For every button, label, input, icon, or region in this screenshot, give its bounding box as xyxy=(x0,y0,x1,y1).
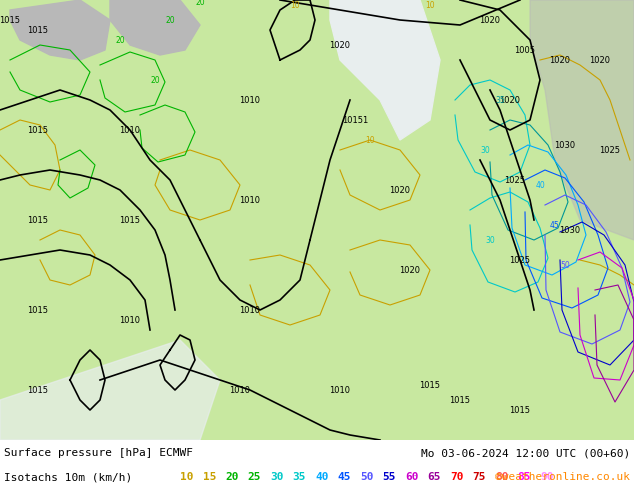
Text: 10: 10 xyxy=(425,0,435,9)
Text: 1015: 1015 xyxy=(420,381,441,390)
Polygon shape xyxy=(10,0,110,60)
Text: 35: 35 xyxy=(292,472,306,482)
Text: 1030: 1030 xyxy=(559,225,581,235)
Text: 30: 30 xyxy=(270,472,283,482)
Polygon shape xyxy=(330,0,440,140)
Text: 75: 75 xyxy=(472,472,486,482)
Text: 20: 20 xyxy=(195,0,205,6)
Text: 1020: 1020 xyxy=(399,266,420,274)
Text: 10: 10 xyxy=(180,472,193,482)
Text: 1015: 1015 xyxy=(27,25,48,34)
Text: 1015: 1015 xyxy=(27,305,48,315)
Text: 1015: 1015 xyxy=(119,216,141,224)
Text: 1025: 1025 xyxy=(510,255,531,265)
Text: 20: 20 xyxy=(115,35,125,45)
Text: 55: 55 xyxy=(382,472,396,482)
Text: 45: 45 xyxy=(337,472,351,482)
Text: 90: 90 xyxy=(540,472,553,482)
Text: 1025: 1025 xyxy=(505,175,526,185)
Text: 20: 20 xyxy=(225,472,238,482)
Text: 1010: 1010 xyxy=(240,196,261,204)
Text: 1015: 1015 xyxy=(0,16,20,24)
Text: 1020: 1020 xyxy=(330,41,351,49)
Text: Mo 03-06-2024 12:00 UTC (00+60): Mo 03-06-2024 12:00 UTC (00+60) xyxy=(421,448,630,458)
Text: Surface pressure [hPa] ECMWF: Surface pressure [hPa] ECMWF xyxy=(4,448,193,458)
Text: 35: 35 xyxy=(495,96,505,104)
Text: 40: 40 xyxy=(315,472,328,482)
Text: 85: 85 xyxy=(517,472,531,482)
Text: 40: 40 xyxy=(535,180,545,190)
Text: 50: 50 xyxy=(360,472,373,482)
Polygon shape xyxy=(0,340,220,440)
Text: 30: 30 xyxy=(480,146,490,154)
Text: ©weatheronline.co.uk: ©weatheronline.co.uk xyxy=(495,472,630,482)
Text: 1010: 1010 xyxy=(240,96,261,104)
Text: 1020: 1020 xyxy=(389,186,410,195)
Text: 1010: 1010 xyxy=(240,305,261,315)
Polygon shape xyxy=(530,0,634,240)
Text: 1015: 1015 xyxy=(27,216,48,224)
Text: 70: 70 xyxy=(450,472,463,482)
Text: 20: 20 xyxy=(150,75,160,84)
Text: 80: 80 xyxy=(495,472,508,482)
Text: 10: 10 xyxy=(365,136,375,145)
Polygon shape xyxy=(110,0,200,55)
Text: 1005: 1005 xyxy=(515,46,536,54)
Text: 50: 50 xyxy=(560,261,570,270)
Text: 1015: 1015 xyxy=(450,395,470,405)
Text: 65: 65 xyxy=(427,472,441,482)
Text: 1010: 1010 xyxy=(119,125,141,134)
Text: 1015: 1015 xyxy=(27,386,48,394)
Text: 1025: 1025 xyxy=(600,146,621,154)
Text: Isotachs 10m (km/h): Isotachs 10m (km/h) xyxy=(4,472,133,482)
Text: 1020: 1020 xyxy=(590,55,611,65)
Text: 1010: 1010 xyxy=(119,316,141,324)
Text: 1020: 1020 xyxy=(479,16,500,24)
Text: 1020: 1020 xyxy=(500,96,521,104)
Text: 1015: 1015 xyxy=(27,125,48,134)
Text: 45: 45 xyxy=(550,220,560,229)
Text: 20: 20 xyxy=(165,16,175,24)
Text: 30: 30 xyxy=(485,236,495,245)
Text: 60: 60 xyxy=(405,472,418,482)
Text: 1030: 1030 xyxy=(555,141,576,149)
Text: 15: 15 xyxy=(202,472,216,482)
Text: 1010: 1010 xyxy=(330,386,351,394)
Text: 1015: 1015 xyxy=(510,406,531,415)
Text: 10151: 10151 xyxy=(342,116,368,124)
Text: 10: 10 xyxy=(290,0,300,9)
Text: 1010: 1010 xyxy=(230,386,250,394)
Text: 25: 25 xyxy=(247,472,261,482)
Text: 1020: 1020 xyxy=(550,55,571,65)
